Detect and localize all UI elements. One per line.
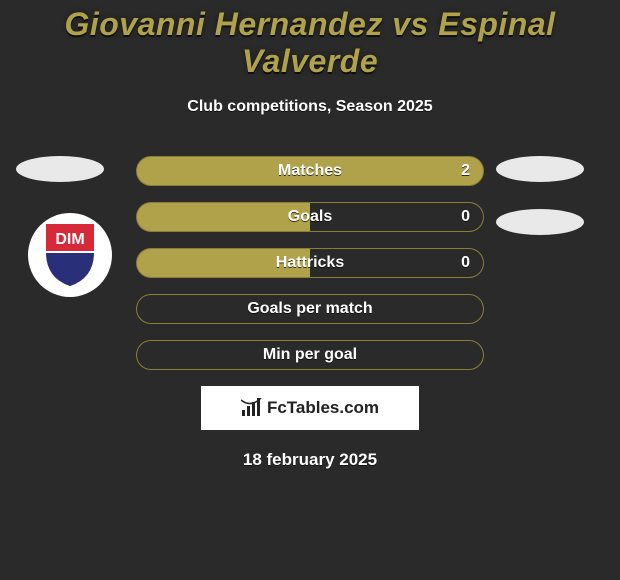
stat-row-mpg: Min per goal bbox=[136, 340, 484, 370]
stat-value-right: 2 bbox=[461, 156, 470, 186]
comparison-title: Giovanni Hernandez vs Espinal Valverde bbox=[0, 0, 620, 80]
left-player-club-badge: DIM bbox=[28, 213, 112, 297]
left-player-photo-placeholder bbox=[16, 156, 104, 182]
brand-watermark: FcTables.com bbox=[201, 386, 419, 430]
stat-row-gpm: Goals per match bbox=[136, 294, 484, 324]
stat-label: Goals per match bbox=[136, 294, 484, 324]
badge-letters: DIM bbox=[55, 231, 84, 248]
shield-icon: DIM bbox=[42, 222, 98, 288]
stat-row-hattricks: Hattricks 0 bbox=[136, 248, 484, 278]
bar-chart-icon bbox=[241, 398, 263, 418]
stat-label: Matches bbox=[136, 156, 484, 186]
comparison-subtitle: Club competitions, Season 2025 bbox=[0, 98, 620, 116]
brand-text: FcTables.com bbox=[267, 398, 379, 418]
right-player-club-placeholder bbox=[496, 209, 584, 235]
comparison-arena: DIM Matches 2 Goals 0 Hattricks 0 Goals … bbox=[0, 156, 620, 470]
generation-date: 18 february 2025 bbox=[0, 450, 620, 470]
stat-label: Goals bbox=[136, 202, 484, 232]
stat-value-right: 0 bbox=[461, 202, 470, 232]
stat-row-goals: Goals 0 bbox=[136, 202, 484, 232]
stat-value-right: 0 bbox=[461, 248, 470, 278]
stat-label: Hattricks bbox=[136, 248, 484, 278]
stat-row-matches: Matches 2 bbox=[136, 156, 484, 186]
right-player-photo-placeholder bbox=[496, 156, 584, 182]
stats-column: Matches 2 Goals 0 Hattricks 0 Goals per … bbox=[136, 156, 484, 370]
stat-label: Min per goal bbox=[136, 340, 484, 370]
